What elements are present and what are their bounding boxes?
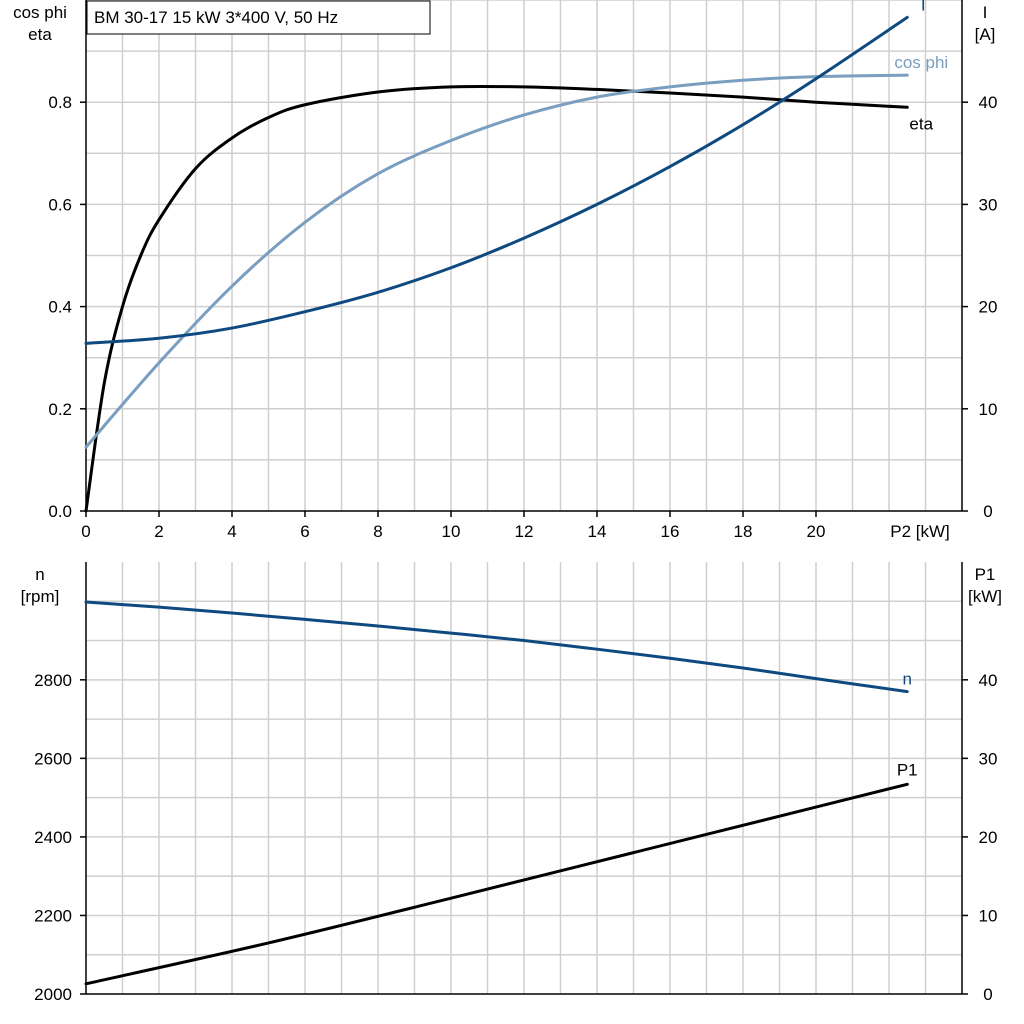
- grid: [86, 562, 962, 994]
- y-axis-label-left: eta: [28, 25, 52, 44]
- y-tick-label-left: 2600: [34, 749, 72, 768]
- y-tick-label-right: 30: [979, 749, 998, 768]
- series-label-cos-phi: cos phi: [894, 53, 948, 72]
- y-axis-label-left: n: [35, 565, 44, 584]
- title-box: [86, 0, 431, 35]
- series-label-I: I: [921, 0, 926, 14]
- series-line-eta: [84, 84, 909, 513]
- x-tick-label: 10: [442, 522, 461, 541]
- x-tick-label: 4: [227, 522, 236, 541]
- y-tick-label-right: 10: [979, 400, 998, 419]
- y-tick-label-right: 10: [979, 906, 998, 925]
- x-tick-label: 18: [734, 522, 753, 541]
- y-tick-label-left: 2000: [34, 985, 72, 1004]
- series-line-I: [84, 15, 909, 345]
- y-tick-label-right: 0: [983, 985, 992, 1004]
- x-tick-label: 0: [81, 522, 90, 541]
- y-axis-label-right: P1: [975, 565, 996, 584]
- series-line-cos-phi: [84, 73, 909, 449]
- y-tick-label-left: 0.6: [48, 195, 72, 214]
- x-tick-label: 2: [154, 522, 163, 541]
- y-tick-label-right: 20: [979, 828, 998, 847]
- y-tick-label-left: 2400: [34, 828, 72, 847]
- upper-panel: 0.0 0.2 0.4 0.6 0.8 0 10 20 30 40 0 2 4 6 8 10 12 14 16 18 2…: [13, 0, 997, 541]
- series-label-eta: eta: [909, 114, 933, 133]
- chart-title: BM 30-17 15 kW 3*400 V, 50 Hz: [94, 8, 338, 27]
- series-label-P1: P1: [897, 760, 918, 779]
- x-tick-label: 16: [661, 522, 680, 541]
- y-tick-label-right: 30: [979, 195, 998, 214]
- y-tick-label-left: 2800: [34, 671, 72, 690]
- y-tick-label-left: 0.8: [48, 93, 72, 112]
- y-tick-label-right: 40: [979, 671, 998, 690]
- x-tick-label: 6: [300, 522, 309, 541]
- series-line-P1: [84, 782, 909, 986]
- grid: [86, 0, 962, 511]
- lower-panel: 2000 2200 2400 2600 2800 0 10 20 30 40 n [rpm] P1 [kW…: [21, 562, 1002, 1004]
- x-tick-label: 12: [515, 522, 534, 541]
- y-tick-label-left: 0.4: [48, 298, 72, 317]
- y-tick-label-right: 40: [979, 93, 998, 112]
- y-axis-label-left: [rpm]: [21, 587, 60, 606]
- x-axis-label: P2 [kW]: [890, 522, 950, 541]
- y-axis-label-left: cos phi: [13, 3, 67, 22]
- y-tick-label-right: 20: [979, 298, 998, 317]
- series-label-n: n: [903, 670, 912, 689]
- y-tick-label-right: 0: [983, 502, 992, 521]
- x-tick-label: 14: [588, 522, 607, 541]
- y-tick-label-left: 2200: [34, 906, 72, 925]
- series-line-n: [84, 600, 909, 694]
- y-tick-label-left: 0.2: [48, 400, 72, 419]
- y-axis-label-right: [kW]: [968, 587, 1002, 606]
- y-tick-label-left: 0.0: [48, 502, 72, 521]
- y-axis-label-right: I: [983, 3, 988, 22]
- x-tick-label: 8: [373, 522, 382, 541]
- y-axis-label-right: [A]: [975, 25, 996, 44]
- x-tick-label: 20: [807, 522, 826, 541]
